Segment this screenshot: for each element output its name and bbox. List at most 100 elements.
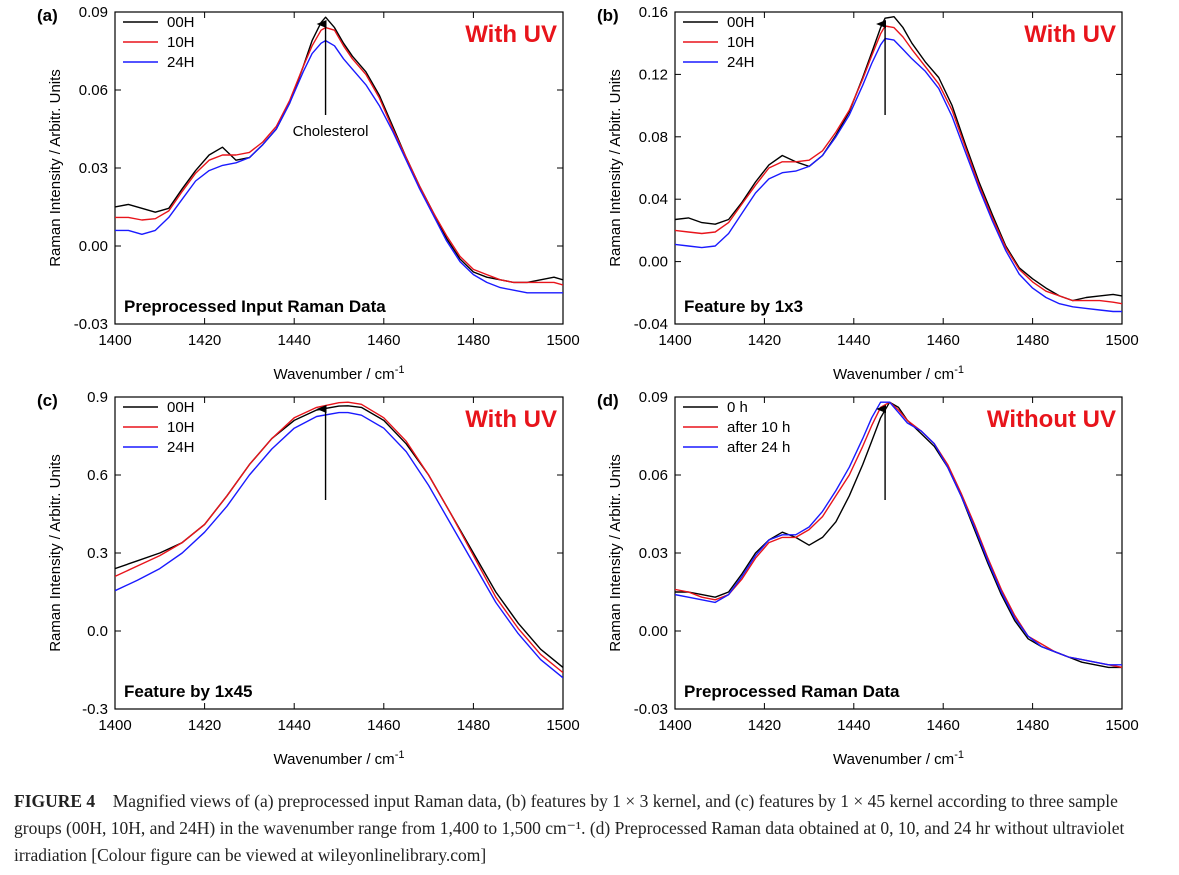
series-line-00H xyxy=(675,16,1122,302)
panel-letter: (a) xyxy=(37,6,58,25)
y-axis-label: Raman Intensity / Arbitr. Units xyxy=(607,454,624,652)
legend-label: 24H xyxy=(727,54,755,71)
x-tick-label: 1400 xyxy=(658,332,691,349)
series-line-24H xyxy=(115,39,563,294)
panel-inner-label: Preprocessed Input Raman Data xyxy=(124,297,386,316)
x-tick-label: 1440 xyxy=(278,717,311,734)
series-line-24H xyxy=(115,411,563,679)
y-tick-label: 0.04 xyxy=(639,191,668,208)
y-tick-label: -0.03 xyxy=(74,316,108,333)
legend-label: 0 h xyxy=(727,399,748,416)
caption-label: FIGURE 4 xyxy=(14,791,96,811)
panel-b: 1400 1420 1440 1460 1480 1500 -0.04 0.00 0.04 0.0… xyxy=(597,4,1139,383)
y-axis-label: Raman Intensity / Arbitr. Units xyxy=(607,69,624,267)
panel-d: 1400 1420 1440 1460 1480 1500 -0.03 0.00 0.03 0.0… xyxy=(597,389,1139,768)
x-tick-label: 1480 xyxy=(457,717,490,734)
figure-4-panels: 1400 1420 1440 1460 1480 1500 -0.03 0.00 0.03 0.0… xyxy=(37,4,1139,768)
panel-letter: (d) xyxy=(597,391,619,410)
x-tick-label: 1400 xyxy=(98,332,131,349)
y-tick-label: 0.06 xyxy=(639,467,668,484)
x-tick-label: 1400 xyxy=(658,717,691,734)
series-line-10H xyxy=(675,25,1122,305)
y-tick-label: -0.3 xyxy=(82,701,108,718)
legend-label: 00H xyxy=(727,14,755,31)
x-axis-label-text: Wavenumber / cm xyxy=(833,366,954,383)
x-axis-label: Wavenumber / cm-1 xyxy=(274,364,405,383)
plot-frame xyxy=(674,11,1123,325)
x-tick-label: 1480 xyxy=(1016,717,1049,734)
x-tick-label: 1440 xyxy=(278,332,311,349)
legend-label: after 24 h xyxy=(727,439,790,456)
series-line-24H xyxy=(675,37,1122,313)
x-tick-label: 1420 xyxy=(188,332,221,349)
x-tick-label: 1480 xyxy=(457,332,490,349)
series-line-10H xyxy=(115,401,563,674)
annotation-cholesterol: Cholesterol xyxy=(293,123,369,140)
panel-a: 1400 1420 1440 1460 1480 1500 -0.03 0.00 0.03 0.0… xyxy=(37,4,580,383)
y-tick-label: 0.00 xyxy=(79,238,108,255)
legend-label: 10H xyxy=(727,34,755,51)
x-tick-label: 1460 xyxy=(367,717,400,734)
x-tick-label: 1500 xyxy=(1105,717,1138,734)
condition-label: With UV xyxy=(465,21,557,48)
x-axis-label-text: Wavenumber / cm xyxy=(274,366,395,383)
x-axis-label-superscript: -1 xyxy=(954,364,964,376)
x-tick-label: 1500 xyxy=(546,717,579,734)
condition-label: Without UV xyxy=(987,406,1116,433)
x-axis-label-superscript: -1 xyxy=(954,749,964,761)
y-tick-label: 0.16 xyxy=(639,4,668,21)
x-axis-label: Wavenumber / cm-1 xyxy=(833,364,964,383)
x-tick-label: 1420 xyxy=(748,717,781,734)
x-axis-label-superscript: -1 xyxy=(395,749,405,761)
x-axis-label: Wavenumber / cm-1 xyxy=(274,749,405,768)
y-tick-label: 0.6 xyxy=(87,467,108,484)
x-tick-label: 1480 xyxy=(1016,332,1049,349)
y-axis-label: Raman Intensity / Arbitr. Units xyxy=(47,69,64,267)
y-tick-label: 0.12 xyxy=(639,66,668,83)
y-tick-label: 0.00 xyxy=(639,623,668,640)
x-axis-label-text: Wavenumber / cm xyxy=(833,751,954,768)
y-tick-label: -0.04 xyxy=(634,316,668,333)
legend-label: 10H xyxy=(167,34,195,51)
y-tick-label: 0.0 xyxy=(87,623,108,640)
series-line-after-10-h xyxy=(675,401,1122,669)
legend-label: 00H xyxy=(167,14,195,31)
legend-label: 24H xyxy=(167,439,195,456)
series-line-10H xyxy=(115,26,563,286)
y-tick-label: 0.06 xyxy=(79,82,108,99)
panel-letter: (b) xyxy=(597,6,619,25)
x-tick-label: 1460 xyxy=(927,332,960,349)
condition-label: With UV xyxy=(465,406,557,433)
x-tick-label: 1440 xyxy=(837,332,870,349)
series-line-after-24-h xyxy=(675,401,1122,666)
panel-letter: (c) xyxy=(37,391,58,410)
panel-inner-label: Feature by 1x3 xyxy=(684,297,803,316)
y-tick-label: 0.09 xyxy=(639,389,668,406)
panel-c: 1400 1420 1440 1460 1480 1500 -0.3 0.0 0.3 0.6 0.9… xyxy=(37,389,580,768)
x-tick-label: 1460 xyxy=(927,717,960,734)
x-axis-label-text: Wavenumber / cm xyxy=(274,751,395,768)
panel-inner-label: Feature by 1x45 xyxy=(124,682,253,701)
y-tick-label: 0.9 xyxy=(87,389,108,406)
y-tick-label: 0.03 xyxy=(639,545,668,562)
x-axis-label: Wavenumber / cm-1 xyxy=(833,749,964,768)
legend-label: 24H xyxy=(167,54,195,71)
y-tick-label: 0.09 xyxy=(79,4,108,21)
x-tick-label: 1460 xyxy=(367,332,400,349)
legend-label: 00H xyxy=(167,399,195,416)
y-tick-label: 0.00 xyxy=(639,254,668,271)
y-tick-label: -0.03 xyxy=(634,701,668,718)
y-tick-label: 0.08 xyxy=(639,129,668,146)
x-tick-label: 1420 xyxy=(748,332,781,349)
y-tick-label: 0.03 xyxy=(79,160,108,177)
series-line-00H xyxy=(115,16,563,284)
y-tick-label: 0.3 xyxy=(87,545,108,562)
condition-label: With UV xyxy=(1024,21,1116,48)
legend-label: after 10 h xyxy=(727,419,790,436)
x-tick-label: 1440 xyxy=(837,717,870,734)
figure-caption: FIGURE 4 Magnified views of (a) preproce… xyxy=(14,788,1169,869)
y-axis-label: Raman Intensity / Arbitr. Units xyxy=(47,454,64,652)
x-axis-label-superscript: -1 xyxy=(395,364,405,376)
caption-text: Magnified views of (a) preprocessed inpu… xyxy=(14,791,1125,865)
x-tick-label: 1420 xyxy=(188,717,221,734)
